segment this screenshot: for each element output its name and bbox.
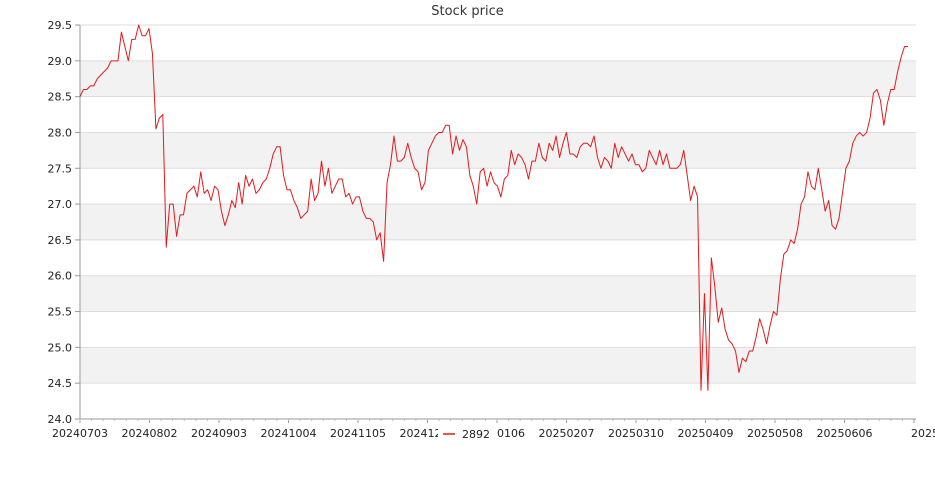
band-shaded	[80, 275, 916, 312]
y-tick-label: 29.0	[48, 55, 73, 68]
x-tick-label: 20240703	[52, 427, 108, 440]
band-light	[80, 96, 916, 133]
y-tick-label: 26.0	[48, 270, 73, 283]
x-tick-label: 20241105	[330, 427, 386, 440]
legend-label-2892: 2892	[462, 428, 490, 441]
series-group	[79, 24, 908, 391]
band-shaded	[80, 204, 916, 240]
y-tick-label: 27.0	[48, 198, 73, 211]
x-tick-label: 20250310	[608, 427, 664, 440]
band-light	[80, 25, 916, 61]
x-tick-label: 20241004	[261, 427, 317, 440]
y-tick-label: 28.0	[48, 126, 73, 139]
x-tick-label: 20240903	[191, 427, 247, 440]
y-tick-label: 28.5	[48, 91, 73, 104]
band-light	[80, 168, 916, 205]
x-tick-label: 20250207	[539, 427, 595, 440]
y-tick-label: 26.5	[48, 234, 73, 247]
series-line-2892	[79, 24, 908, 391]
x-tick-label: 20250508	[747, 427, 803, 440]
legend-background	[438, 425, 496, 443]
band-shaded	[80, 132, 916, 169]
y-tick-label: 24.0	[48, 413, 73, 426]
chart-title: Stock price	[431, 4, 504, 19]
y-tick-label: 25.5	[48, 306, 73, 319]
x-tick-label: 20250606	[817, 427, 873, 440]
background-bands	[80, 25, 916, 419]
y-tick-label: 24.5	[48, 377, 73, 390]
x-tick-label: 20250703	[911, 427, 935, 440]
y-tick-label: 25.0	[48, 341, 73, 354]
band-light	[80, 311, 916, 348]
band-shaded	[80, 347, 916, 384]
legend: 2892	[438, 425, 496, 443]
band-light	[80, 239, 916, 276]
band-light	[80, 383, 916, 419]
y-axis-ticks: 24.0 24.5 25.0 25.5 26.0 26.5 27.0 27.5 28.0 28.5…	[48, 19, 80, 426]
y-tick-label: 27.5	[48, 162, 73, 175]
x-tick-label: 20250409	[678, 427, 734, 440]
band-shaded	[80, 60, 916, 97]
x-tick-label: 20240802	[122, 427, 178, 440]
y-tick-label: 29.5	[48, 19, 73, 32]
